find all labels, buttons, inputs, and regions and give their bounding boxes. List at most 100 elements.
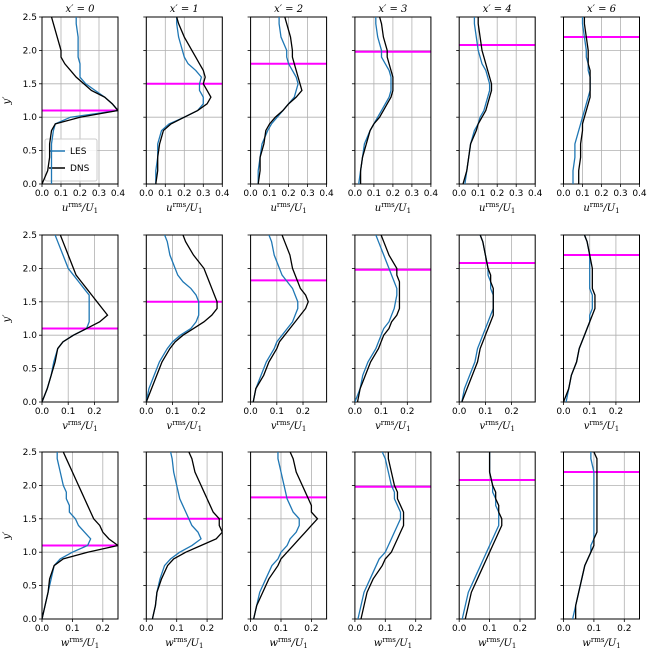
x-axis-label-part: rms	[69, 636, 83, 644]
x-tick-label: 0.2	[513, 624, 527, 634]
y-tick-label: 0.5	[23, 365, 37, 375]
axes-frame	[563, 451, 640, 620]
axes-frame	[250, 234, 328, 403]
subplot: 0.0 0.1 0.2 vrms/U1	[452, 234, 536, 433]
x-axis-label-part: 1	[406, 425, 410, 433]
subplot: 0.0 0.1 0.2 0.3 0.4 x′ = 3 urms/U1	[348, 4, 439, 215]
y-tick-label: 2.0	[23, 264, 38, 274]
subplot: 0.0 0.1 0.2 vrms/U1	[348, 234, 432, 433]
x-tick-label: 0.3	[405, 189, 419, 199]
y-tick-label: 0.5	[23, 147, 37, 157]
x-axis-label-part: u	[270, 203, 276, 214]
x-axis-label-part: /U	[80, 421, 93, 432]
x-axis-label-part: /U	[499, 638, 512, 649]
y-axis-label: y′	[2, 96, 13, 106]
profile-line	[461, 452, 500, 619]
x-tick-label: 0.2	[87, 407, 101, 417]
x-axis-label-part: rms	[68, 419, 82, 427]
x-tick-label: 0.0	[139, 189, 154, 199]
x-axis-label-part: v	[62, 421, 68, 432]
x-tick-label: 0.1	[378, 624, 392, 634]
x-axis-label-part: w	[269, 638, 278, 649]
x-axis-label: wrms/U1	[374, 636, 412, 650]
x-tick-label: 0.0	[35, 189, 50, 199]
x-tick-label: 0.1	[61, 407, 75, 417]
x-tick-label: 0.1	[482, 624, 496, 634]
profile-line	[354, 235, 398, 402]
x-tick-label: 0.1	[165, 407, 179, 417]
x-axis-label-part: rms	[382, 636, 396, 644]
x-axis-label: vrms/U1	[62, 419, 98, 433]
x-axis-label-part: v	[167, 421, 173, 432]
x-axis-label-part: 1	[198, 425, 202, 433]
x-axis-label-part: rms	[277, 201, 291, 209]
x-tick-label: 0.0	[243, 189, 258, 199]
x-axis-label-part: 1	[511, 207, 515, 215]
x-tick-label: 0.0	[556, 189, 571, 199]
profile-line	[252, 235, 299, 402]
x-tick-label: 0.2	[192, 407, 206, 417]
x-axis-label: urms/U1	[166, 201, 202, 215]
x-axis-label-part: 1	[510, 425, 514, 433]
profile-line	[42, 235, 90, 402]
y-tick-label: 1.5	[23, 515, 37, 525]
x-tick-label: 0.1	[471, 189, 485, 199]
axes-frame	[145, 451, 223, 620]
x-tick-label: 0.0	[243, 624, 258, 634]
profile-line	[42, 452, 118, 619]
profile-line	[575, 452, 598, 619]
subplot-title: x′ = 2	[274, 4, 303, 15]
x-axis-label-part: 1	[95, 642, 99, 650]
subplot: 0.0 0.1 0.2 wrms/U1	[348, 451, 432, 650]
x-axis-label: wrms/U1	[582, 636, 620, 650]
x-axis-label-part: rms	[381, 419, 395, 427]
x-tick-label: 0.0	[139, 407, 154, 417]
x-tick-label: 0.3	[613, 189, 627, 199]
x-axis-label-part: /U	[602, 203, 615, 214]
x-tick-label: 0.0	[348, 189, 363, 199]
profile-line	[257, 17, 299, 184]
x-axis-label-part: rms	[381, 201, 395, 209]
x-axis-label-part: u	[166, 203, 172, 214]
subplot: 0.0 0.1 0.2 0.0 0.5 1.0 1.5 2.0 2.5 y′ wrms/U1	[2, 448, 119, 650]
x-tick-label: 0.1	[65, 624, 79, 634]
x-axis-label-part: 1	[303, 642, 307, 650]
x-tick-label: 0.0	[348, 407, 363, 417]
x-axis-label-part: /U	[291, 638, 304, 649]
x-axis-label-part: w	[478, 638, 487, 649]
x-tick-label: 0.1	[54, 189, 68, 199]
x-axis-label-part: rms	[173, 201, 187, 209]
x-axis-label-part: 1	[615, 425, 619, 433]
x-axis-label-part: /U	[186, 638, 199, 649]
y-tick-label: 1.0	[23, 548, 38, 558]
x-axis-label: wrms/U1	[61, 636, 99, 650]
subplot-title: x′ = 1	[170, 4, 199, 15]
x-tick-label: 0.0	[35, 407, 50, 417]
subplot-title: x′ = 6	[587, 4, 617, 15]
axes-frame	[41, 16, 119, 185]
x-axis-label-part: rms	[487, 636, 501, 644]
x-tick-label: 0.1	[587, 624, 601, 634]
profile-line	[464, 452, 503, 619]
x-tick-label: 0.2	[617, 624, 631, 634]
x-axis-label-part: v	[271, 421, 277, 432]
x-tick-label: 0.2	[73, 189, 87, 199]
x-axis-label-part: /U	[602, 421, 615, 432]
x-axis-label-part: rms	[589, 419, 603, 427]
x-tick-label: 0.2	[296, 407, 310, 417]
axes-frame	[145, 234, 223, 403]
y-tick-label: 0.0	[23, 180, 38, 190]
axes-frame	[458, 234, 536, 403]
x-tick-label: 0.0	[35, 624, 50, 634]
x-tick-label: 0.1	[262, 189, 276, 199]
x-tick-label: 0.2	[400, 407, 414, 417]
x-axis-label-part: 1	[94, 207, 98, 215]
profile-line	[578, 17, 591, 184]
y-tick-label: 1.5	[23, 80, 37, 90]
x-axis-label: urms/U1	[62, 201, 98, 215]
x-axis-label-part: rms	[278, 636, 292, 644]
x-tick-label: 0.2	[504, 407, 518, 417]
x-tick-label: 0.0	[139, 624, 154, 634]
x-axis-label: wrms/U1	[165, 636, 203, 650]
profile-line	[462, 17, 493, 184]
